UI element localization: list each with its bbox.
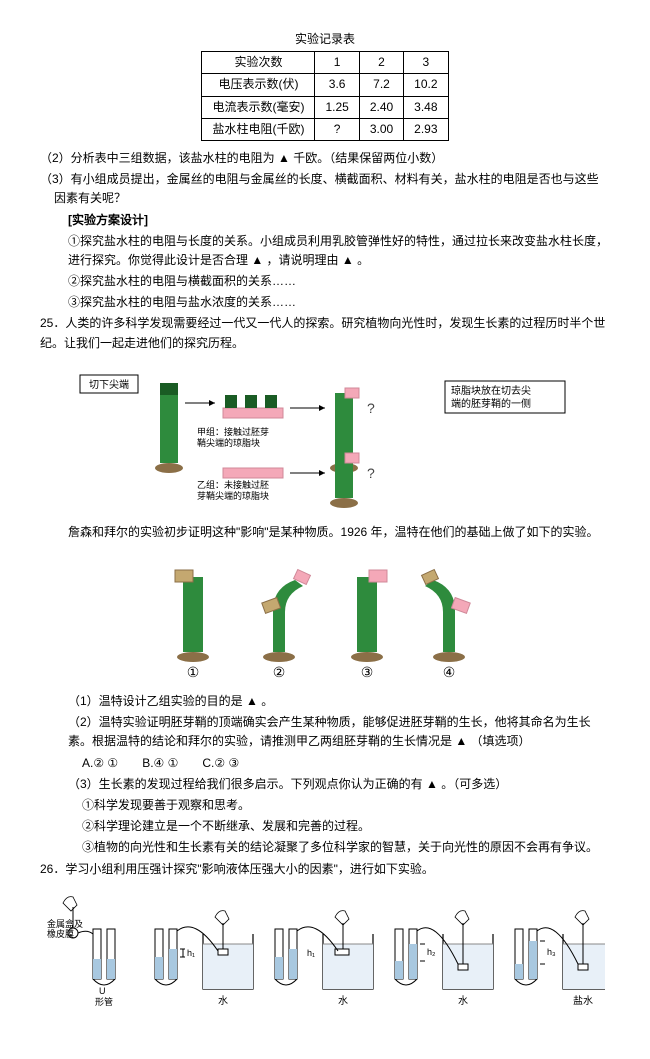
svg-text:形管: 形管 (95, 996, 113, 1007)
q25-sub1: （1）温特设计乙组实验的目的是 ▲ 。 (40, 692, 610, 711)
cell: 3.6 (315, 74, 359, 96)
q25-s3a: ①科学发现要善于观察和思考。 (40, 796, 610, 815)
table-row: 电流表示数(毫安) 1.25 2.40 3.48 (202, 96, 448, 118)
q25-s3b: ②科学理论建立是一个不断继承、发展和完善的过程。 (40, 817, 610, 836)
svg-text:盐水: 盐水 (573, 994, 593, 1007)
cell: 10.2 (404, 74, 448, 96)
cell: 2.40 (359, 96, 403, 118)
svg-text:鞘尖端的琼脂块: 鞘尖端的琼脂块 (197, 437, 260, 448)
svg-text:水: 水 (338, 995, 348, 1007)
svg-text:③: ③ (361, 664, 374, 680)
svg-text:端的胚芽鞘的一侧: 端的胚芽鞘的一侧 (451, 397, 531, 410)
row-label: 电压表示数(伏) (202, 74, 315, 96)
cell: 3.00 (359, 118, 403, 140)
q25-sub3: （3）生长素的发现过程给我们很多启示。下列观点你认为正确的有 ▲ 。（可多选） (40, 775, 610, 794)
svg-text:h₃: h₃ (547, 947, 556, 957)
q25-text: 人类的许多科学发现需要经过一代又一代人的探索。研究植物向光性时，发现生长素的过程… (40, 316, 605, 349)
box-left-text: 切下尖端 (89, 378, 129, 391)
svg-text:?: ? (367, 465, 375, 481)
svg-text:?: ? (367, 400, 375, 416)
q25-mid: 詹森和拜尔的实验初步证明这种"影响"是某种物质。1926 年，温特在他们的基础上… (40, 523, 610, 542)
svg-text:h₁: h₁ (307, 948, 315, 958)
q25-sub2: （2）温特实验证明胚芽鞘的顶端确实会产生某种物质，能够促进胚芽鞘的生长，他将其命… (40, 713, 610, 751)
experiment-table: 实验次数 1 2 3 电压表示数(伏) 3.6 7.2 10.2 电流表示数(毫… (201, 51, 448, 141)
question-25: 25．人类的许多科学发现需要经过一代又一代人的探索。研究植物向光性时，发现生长素… (40, 314, 610, 352)
design-2: ②探究盐水柱的电阻与横截面积的关系…… (40, 272, 610, 291)
row-label: 盐水柱电阻(千欧) (202, 118, 315, 140)
design-1: ①探究盐水柱的电阻与长度的关系。小组成员利用乳胶管弹性好的特性，通过拉长来改变盐… (40, 232, 610, 270)
design-title: [实验方案设计] (40, 211, 610, 230)
q25-options: A.② ① B.④ ① C.② ③ (40, 754, 610, 773)
figure-wente-4: ① ② ③ ④ (40, 552, 610, 682)
svg-text:水: 水 (458, 995, 468, 1007)
svg-text:④: ④ (443, 664, 456, 680)
svg-text:②: ② (273, 664, 286, 680)
svg-text:h₂: h₂ (427, 947, 436, 957)
svg-text:水: 水 (218, 995, 228, 1007)
figure-pressure: 金属盒及 橡皮膜 U 形管 h₁ 水 h₁ 水 (40, 889, 610, 1019)
col-header: 实验次数 (202, 52, 315, 74)
figure-wente-top: 切下尖端 ? 琼脂块放在切去尖 端的胚芽鞘的一侧 甲组：接触过胚芽 鞘尖端的琼脂… (40, 363, 610, 513)
cell: 1.25 (315, 96, 359, 118)
table-header-row: 实验次数 1 2 3 (202, 52, 448, 74)
col-header: 1 (315, 52, 359, 74)
svg-text:金属盒及: 金属盒及 (47, 918, 83, 929)
svg-text:U: U (99, 986, 106, 996)
question-2: （2）分析表中三组数据，该盐水柱的电阻为 ▲ 千欧。（结果保留两位小数） (40, 149, 610, 168)
pressure-svg: 金属盒及 橡皮膜 U 形管 h₁ 水 h₁ 水 (45, 889, 605, 1019)
table-title: 实验记录表 (40, 30, 610, 49)
svg-text:h₁: h₁ (187, 948, 195, 958)
svg-text:琼脂块放在切去尖: 琼脂块放在切去尖 (451, 384, 531, 397)
svg-text:①: ① (187, 664, 200, 680)
cell: 3.48 (404, 96, 448, 118)
design-3: ③探究盐水柱的电阻与盐水浓度的关系…… (40, 293, 610, 312)
q26-text: 学习小组利用压强计探究"影响液体压强大小的因素"，进行如下实验。 (65, 862, 434, 876)
svg-text:乙组：未接触过胚: 乙组：未接触过胚 (197, 479, 269, 490)
question-26: 26．学习小组利用压强计探究"影响液体压强大小的因素"，进行如下实验。 (40, 860, 610, 879)
svg-text:橡皮膜: 橡皮膜 (47, 928, 74, 939)
table-row: 盐水柱电阻(千欧) ? 3.00 2.93 (202, 118, 448, 140)
col-header: 2 (359, 52, 403, 74)
svg-text:甲组：接触过胚芽: 甲组：接触过胚芽 (197, 426, 269, 437)
svg-text:芽鞘尖端的琼脂块: 芽鞘尖端的琼脂块 (197, 490, 269, 501)
q25-num: 25． (40, 316, 65, 330)
cell: 7.2 (359, 74, 403, 96)
cell: 2.93 (404, 118, 448, 140)
q26-num: 26． (40, 862, 65, 876)
plant-experiment-svg: 切下尖端 ? 琼脂块放在切去尖 端的胚芽鞘的一侧 甲组：接触过胚芽 鞘尖端的琼脂… (75, 363, 575, 513)
question-3: （3）有小组成员提出，金属丝的电阻与金属丝的长度、横截面积、材料有关，盐水柱的电… (40, 170, 610, 208)
cell: ? (315, 118, 359, 140)
table-row: 电压表示数(伏) 3.6 7.2 10.2 (202, 74, 448, 96)
seedlings-svg: ① ② ③ ④ (145, 552, 505, 682)
q25-s3c: ③植物的向光性和生长素有关的结论凝聚了多位科学家的智慧，关于向光性的原因不会再有… (40, 838, 610, 857)
row-label: 电流表示数(毫安) (202, 96, 315, 118)
col-header: 3 (404, 52, 448, 74)
experiment-table-section: 实验记录表 实验次数 1 2 3 电压表示数(伏) 3.6 7.2 10.2 电… (40, 30, 610, 141)
